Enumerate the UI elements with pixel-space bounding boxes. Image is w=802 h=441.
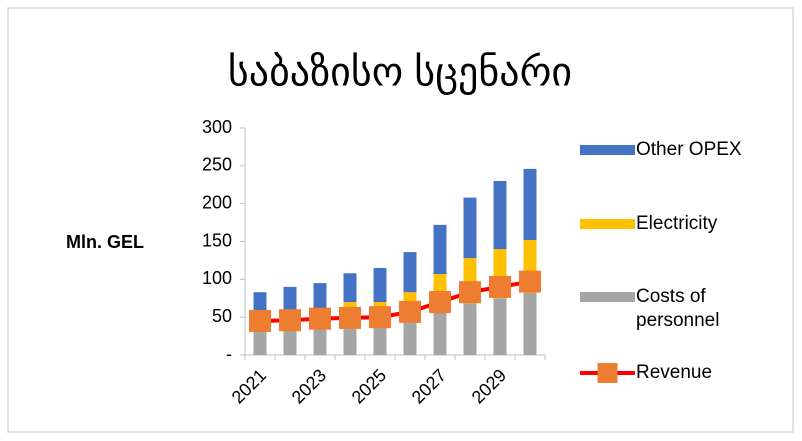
bar-segment [373, 324, 387, 355]
bar-segment [463, 303, 477, 355]
bar-segment [403, 318, 417, 355]
bar-segment [283, 286, 297, 315]
line-marker [399, 300, 421, 323]
y-tick-label: 150 [202, 230, 232, 250]
bar-segment [253, 328, 267, 355]
y-tick-label: 50 [212, 306, 232, 326]
bar-segment [433, 311, 447, 355]
legend-label: Electricity [636, 213, 718, 234]
chart-frame [7, 7, 794, 433]
legend-swatch [580, 219, 635, 229]
legend-label: Other OPEX [636, 139, 742, 160]
legend-label: Costs of personnel [636, 286, 720, 331]
line-marker [519, 270, 541, 293]
line-marker [339, 306, 361, 329]
bar-segment [343, 273, 357, 303]
bar-segment [523, 168, 537, 240]
bar-segment [343, 326, 357, 355]
line-marker [279, 309, 301, 332]
legend-swatch [580, 292, 635, 302]
line [259, 279, 531, 323]
chart-title: საბაზისო სცენარი [228, 51, 572, 96]
line-marker [489, 275, 511, 298]
bar-segment [433, 224, 447, 275]
line-marker [369, 306, 391, 329]
legend-swatch-marker [597, 363, 618, 383]
bar-segment [403, 252, 417, 293]
bar-segment [463, 197, 477, 259]
line-marker [249, 309, 271, 332]
y-tick-label: 100 [202, 268, 232, 288]
legend-label: Revenue [636, 362, 713, 383]
bar-segment [493, 298, 507, 355]
bar-segment [523, 292, 537, 355]
y-tick-label: 250 [202, 155, 232, 175]
bar-segment [493, 180, 507, 250]
y-axis-label: Mln. GEL [66, 232, 144, 252]
legend-swatch [580, 145, 635, 155]
bar-segment [373, 267, 387, 303]
y-tick-label: - [226, 344, 232, 364]
line-marker [309, 307, 331, 330]
y-tick-label: 200 [202, 192, 232, 212]
bar-segment [313, 283, 327, 314]
bar-segment [313, 327, 327, 355]
bar-segment [283, 327, 297, 355]
y-tick-label: 300 [202, 117, 232, 137]
line-marker [459, 281, 481, 304]
line-marker [429, 291, 451, 314]
